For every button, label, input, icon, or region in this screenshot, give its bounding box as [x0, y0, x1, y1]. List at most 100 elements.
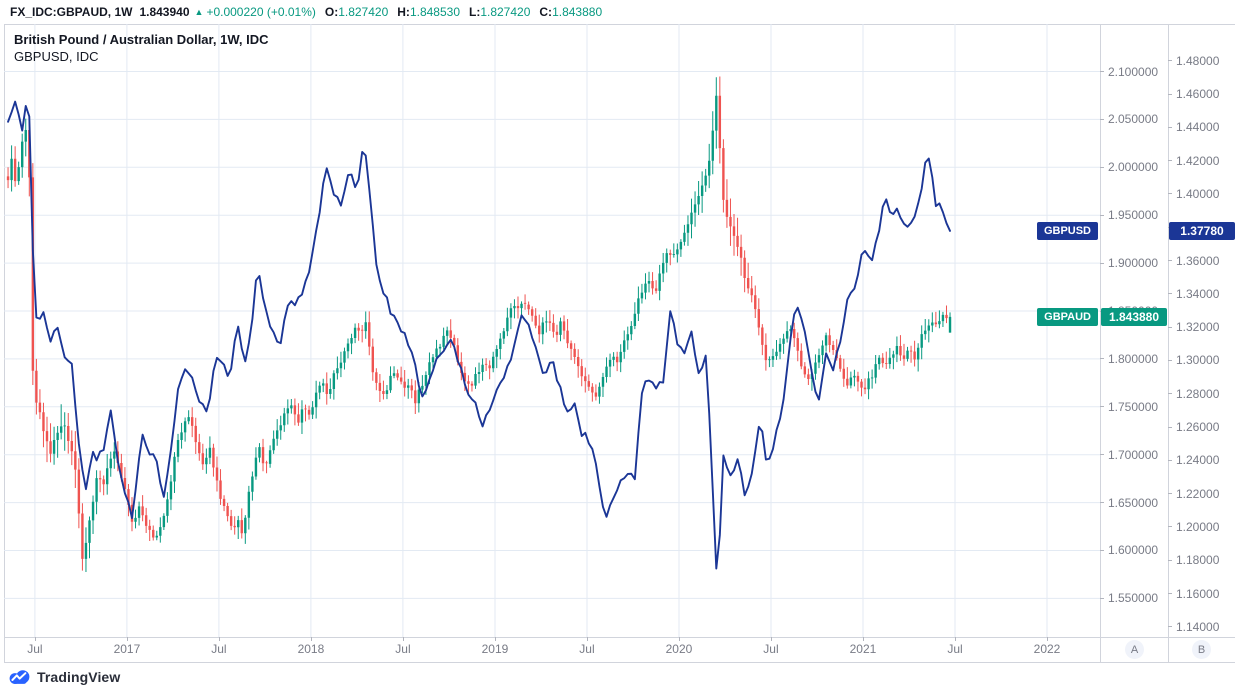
price-scale-a-badge[interactable]: A	[1125, 640, 1144, 659]
price-scale-gbpusd[interactable]: 1.480001.460001.440001.420001.400001.380…	[1168, 24, 1235, 637]
open-value: 1.827420	[338, 4, 389, 19]
chart-plot-area[interactable]	[4, 24, 1100, 637]
close-label: C:	[539, 4, 553, 19]
price-tick-label: 2.000000	[1100, 160, 1158, 174]
tick-mark	[1100, 166, 1104, 168]
price-scale-gbpaud[interactable]: 2.100000 2.050000 2.000000 1.950000 1.900000…	[1100, 24, 1168, 637]
symbol-title[interactable]: FX_IDC:GBPAUD, 1W	[10, 4, 133, 19]
price-tick-label: 1.22000	[1168, 487, 1219, 501]
price-scale-b-badge[interactable]: B	[1192, 640, 1211, 659]
tick-mark	[1100, 71, 1104, 72]
price-tick-label: 1.36000	[1168, 254, 1219, 268]
gbpusd-price-tag: 1.37780	[1169, 221, 1235, 240]
price-tick-label: 1.26000	[1168, 420, 1219, 434]
price-change: +0.000220 (+0.01%)	[206, 4, 316, 19]
price-tick-label: 1.30000	[1168, 353, 1219, 367]
gbpaud-series-tag: GBPAUD	[1037, 307, 1098, 326]
time-tick-mark	[218, 637, 220, 641]
price-tick-label: 1.800000	[1100, 352, 1158, 366]
tick-mark	[1168, 126, 1172, 128]
time-tick-mark	[862, 637, 864, 641]
frame-border-left	[4, 24, 5, 663]
frame-border-top	[4, 24, 1235, 25]
tick-mark	[1168, 160, 1172, 162]
gbpaud-candles-down	[6, 95, 948, 559]
tick-mark	[1100, 358, 1104, 360]
tick-mark	[1168, 60, 1172, 62]
tick-mark	[1168, 393, 1172, 395]
close-value: 1.843880	[552, 4, 603, 19]
tick-mark	[1168, 426, 1172, 428]
price-tick-label: 1.44000	[1168, 120, 1219, 134]
time-scale[interactable]: Jul 2017 Jul 2018 Jul 2019 Jul 2020 Jul 2021 Jul 20…	[4, 637, 1100, 662]
gbpaud-wicks-up	[11, 77, 951, 572]
time-tick-label: 2019	[481, 642, 509, 656]
price-tick-label: 1.600000	[1100, 543, 1158, 557]
frame-border-bottom	[4, 662, 1235, 663]
tick-mark	[1168, 293, 1172, 295]
tick-mark	[1100, 502, 1104, 504]
last-price: 1.843940	[139, 4, 190, 19]
time-tick-mark	[126, 637, 128, 641]
chart-legend: British Pound / Australian Dollar, 1W, I…	[14, 31, 269, 66]
tick-mark	[1168, 526, 1172, 528]
low-value: 1.827420	[480, 4, 531, 19]
tick-mark	[1168, 326, 1172, 328]
time-tick-label: Jul	[947, 642, 963, 656]
gbpaud-candles-up	[10, 95, 952, 559]
tick-mark	[1168, 559, 1172, 561]
price-tick-label: 1.32000	[1168, 320, 1219, 334]
time-tick-label: Jul	[763, 642, 779, 656]
time-tick-mark	[402, 637, 404, 641]
price-tick-label: 1.34000	[1168, 287, 1219, 301]
tick-mark	[1100, 454, 1104, 456]
tradingview-brand-text[interactable]: TradingView	[37, 669, 121, 685]
price-tick-label: 1.750000	[1100, 400, 1158, 414]
gbpusd-line	[7, 100, 951, 570]
price-tick-label: 1.550000	[1100, 591, 1158, 605]
price-tick-label: 2.100000	[1100, 65, 1158, 79]
time-tick-mark	[770, 637, 772, 641]
price-tick-label: 1.900000	[1100, 256, 1158, 270]
tick-mark	[1168, 359, 1172, 361]
price-tick-label: 1.950000	[1100, 208, 1158, 222]
low-label: L:	[469, 4, 481, 19]
time-tick-label: 2022	[1033, 642, 1061, 656]
price-tick-label: 1.42000	[1168, 154, 1219, 168]
time-tick-label: Jul	[211, 642, 227, 656]
time-tick-label: 2017	[113, 642, 141, 656]
price-tick-label: 1.18000	[1168, 553, 1219, 567]
price-scale-b-separator[interactable]	[1168, 24, 1169, 663]
tick-mark	[1100, 597, 1104, 599]
time-tick-mark	[1047, 637, 1048, 641]
gbpaud-price-tag: 1.843880	[1101, 307, 1167, 326]
time-tick-label: 2020	[665, 642, 693, 656]
price-scale-a-separator[interactable]	[1100, 24, 1101, 663]
tick-mark	[1168, 493, 1172, 495]
price-up-arrow-icon: ▲	[194, 6, 204, 17]
time-tick-label: Jul	[395, 642, 411, 656]
high-value: 1.848530	[409, 4, 460, 19]
chart-legend-compare-symbol[interactable]: GBPUSD, IDC	[14, 49, 99, 64]
price-tick-label: 1.20000	[1168, 520, 1219, 534]
symbol-info-bar: FX_IDC:GBPAUD, 1W 1.843940 ▲ +0.000220 (…	[10, 0, 602, 23]
time-tick-mark	[586, 637, 588, 641]
tick-mark	[1100, 214, 1104, 216]
open-label: O:	[324, 4, 339, 19]
price-tick-label: 1.28000	[1168, 387, 1219, 401]
time-tick-mark	[678, 637, 680, 641]
time-tick-mark	[494, 637, 496, 641]
time-tick-label: 2021	[849, 642, 877, 656]
chart-legend-title[interactable]: British Pound / Australian Dollar, 1W, I…	[14, 32, 269, 47]
time-tick-mark	[34, 637, 36, 641]
tick-mark	[1168, 626, 1172, 628]
price-tick-label: 1.16000	[1168, 587, 1219, 601]
tick-mark	[1100, 262, 1104, 264]
time-tick-label: 2018	[297, 642, 325, 656]
tradingview-attribution[interactable]: TradingView	[8, 669, 120, 685]
price-tick-label: 2.050000	[1100, 112, 1158, 126]
tick-mark	[1100, 549, 1104, 551]
tick-mark	[1100, 118, 1104, 120]
time-tick-mark	[954, 637, 956, 641]
